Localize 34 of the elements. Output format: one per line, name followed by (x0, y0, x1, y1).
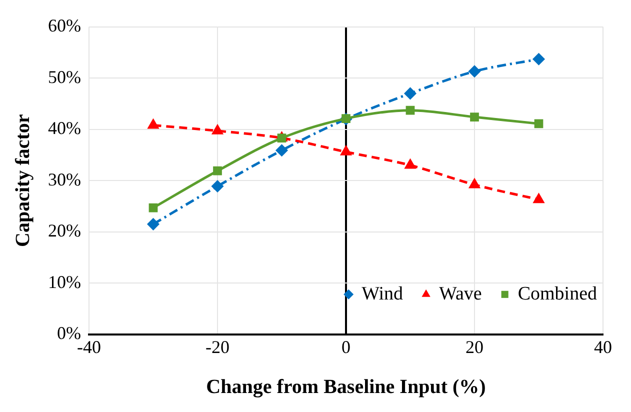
y-tick-label: 60% (48, 16, 81, 36)
point (404, 88, 416, 100)
y-axis-title: Capacity factor (12, 114, 34, 247)
point (470, 112, 479, 122)
point (147, 218, 159, 230)
x-tick-label: 20 (466, 336, 484, 357)
point (212, 180, 224, 192)
point (534, 119, 544, 128)
point (533, 53, 544, 65)
y-tick-label: 50% (48, 66, 81, 87)
y-tick-label: 10% (48, 272, 81, 292)
legend-label: Wave (439, 283, 482, 304)
point (213, 166, 222, 176)
point (340, 146, 352, 156)
point (406, 106, 415, 115)
x-tick-label: 0 (341, 336, 350, 357)
point (212, 125, 223, 134)
point (468, 66, 480, 78)
x-tick-label: -20 (205, 336, 230, 357)
point (469, 178, 480, 188)
y-tick-label: 20% (48, 220, 81, 241)
point (277, 134, 286, 142)
x-tick-label: 40 (594, 336, 612, 357)
point (276, 144, 288, 156)
y-tick-label: 30% (48, 169, 81, 190)
point (148, 203, 158, 212)
legend-label: Wind (362, 283, 404, 304)
point (148, 119, 158, 129)
legend-label: Combined (518, 283, 598, 304)
x-axis-title: Change from Baseline Input (%) (206, 376, 486, 398)
point (534, 194, 544, 204)
y-tick-label: 0% (56, 323, 81, 344)
y-tick-label: 40% (48, 118, 81, 138)
point (405, 159, 416, 169)
